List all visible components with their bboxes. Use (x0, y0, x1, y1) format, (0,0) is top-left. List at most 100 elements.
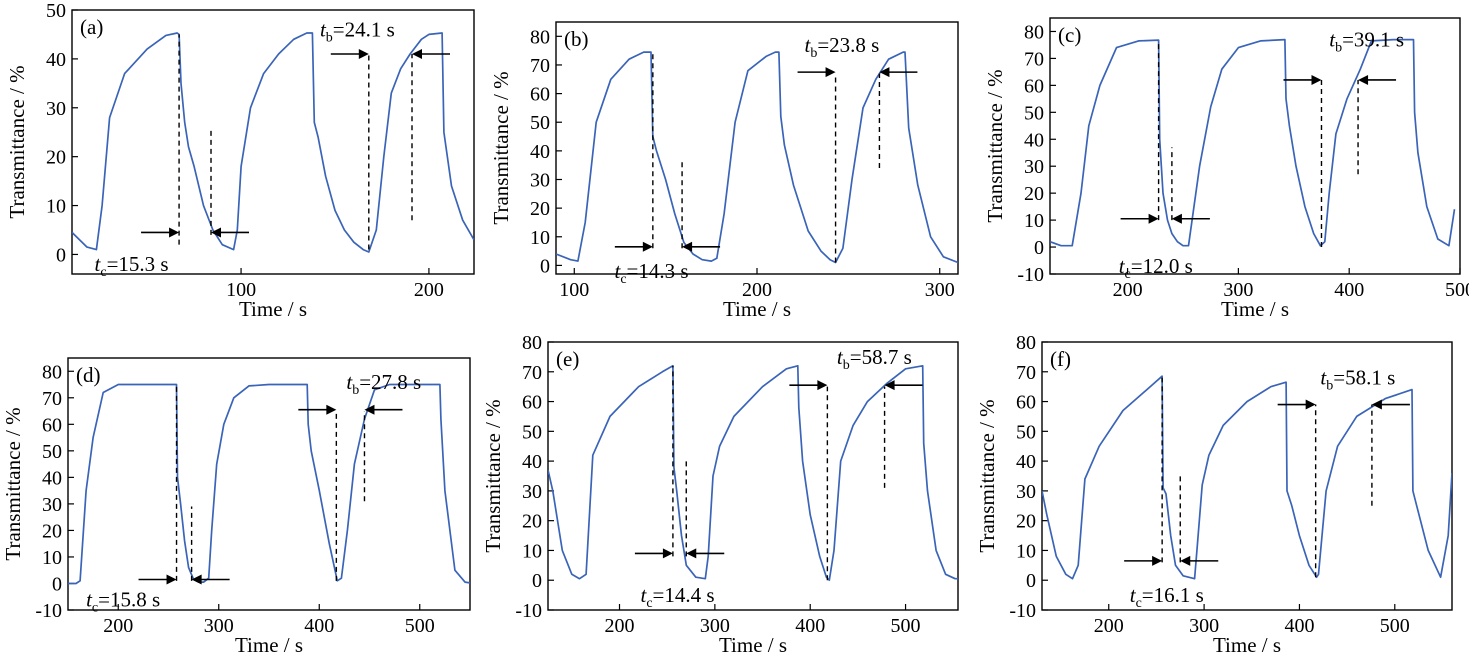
y-tick-label: 10 (1024, 210, 1044, 232)
x-axis-label: Time / s (235, 633, 303, 657)
y-tick-label: 60 (42, 414, 62, 436)
x-tick-label: 500 (1380, 615, 1410, 637)
arrow-right-icon (166, 574, 177, 585)
y-tick-label: 80 (1024, 21, 1044, 43)
y-axis-label: Transmittance / % (5, 65, 29, 218)
y-tick-label: 30 (1024, 156, 1044, 178)
y-axis-label: Transmittance / % (975, 399, 999, 552)
y-axis-label: Transmittance / % (1, 407, 25, 560)
panel-label: (a) (80, 15, 103, 39)
series-line (556, 51, 958, 264)
x-tick-label: 400 (795, 615, 825, 637)
y-tick-label: 10 (522, 540, 542, 562)
arrow-left-icon (1371, 399, 1382, 410)
panel-label: (b) (564, 27, 589, 51)
x-tick-label: 300 (1223, 279, 1253, 301)
panel-label: (c) (1058, 23, 1081, 47)
y-tick-label: 30 (1016, 481, 1036, 503)
arrow-left-icon (211, 227, 222, 238)
arrow-right-icon (642, 241, 653, 252)
tc-label: tc=12.0 s (1119, 254, 1193, 282)
x-tick-label: 200 (103, 615, 133, 637)
y-tick-label: 0 (1026, 570, 1036, 592)
x-tick-label: 400 (1284, 615, 1314, 637)
tb-label: tb=39.1 s (1329, 28, 1404, 56)
tc-label: tc=14.3 s (614, 259, 688, 287)
y-tick-label: 60 (1016, 392, 1036, 414)
y-tick-label: 50 (42, 441, 62, 463)
x-tick-label: 400 (1334, 279, 1364, 301)
y-tick-label: 60 (1024, 75, 1044, 97)
arrow-left-icon (682, 241, 693, 252)
x-axis-label: Time / s (723, 297, 791, 321)
y-axis-label: Transmittance / % (489, 71, 513, 224)
x-tick-label: 200 (742, 279, 772, 301)
y-tick-label: 70 (1016, 362, 1036, 384)
plot-area-frame (71, 9, 475, 275)
x-tick-label: 300 (700, 615, 730, 637)
y-tick-label: 10 (42, 547, 62, 569)
tc-annotation: tc=14.3 s (614, 53, 721, 287)
series-line (72, 32, 474, 253)
tb-label: tb=24.1 s (320, 18, 395, 46)
x-tick-label: 100 (559, 279, 589, 301)
x-axis-label: Time / s (239, 297, 307, 321)
plot-area-frame (547, 341, 959, 611)
tc-label: tc=14.4 s (640, 583, 714, 611)
y-tick-label: 20 (530, 198, 550, 220)
x-tick-label: 400 (304, 615, 334, 637)
y-tick-label: -10 (35, 600, 62, 622)
tc-label: tc=16.1 s (1130, 583, 1204, 611)
y-tick-label: 40 (1024, 129, 1044, 151)
x-axis-label: Time / s (1221, 297, 1289, 321)
series-line (68, 383, 470, 585)
panel-label: (f) (1050, 347, 1071, 371)
y-tick-label: 40 (1016, 451, 1036, 473)
y-tick-label: -10 (1009, 600, 1036, 622)
y-tick-label: 20 (1016, 511, 1036, 533)
y-tick-label: 70 (42, 388, 62, 410)
x-tick-label: 200 (605, 615, 635, 637)
arrow-right-icon (1152, 555, 1163, 566)
x-tick-label: 100 (226, 279, 256, 301)
arrow-right-icon (825, 67, 836, 78)
x-tick-label: 500 (405, 615, 435, 637)
tb-label: tb=27.8 s (346, 370, 421, 398)
x-tick-label: 200 (1094, 615, 1124, 637)
y-tick-label: 10 (46, 196, 66, 218)
tb-annotation: tb=58.1 s (1277, 366, 1410, 578)
y-tick-label: 50 (530, 112, 550, 134)
y-tick-label: 50 (46, 0, 66, 22)
x-axis-label: Time / s (719, 633, 787, 657)
arrow-left-icon (412, 49, 423, 59)
x-tick-label: 300 (1189, 615, 1219, 637)
arrow-right-icon (326, 404, 337, 415)
tb-label: tb=58.7 s (837, 345, 912, 373)
arrow-left-icon (686, 548, 697, 559)
y-tick-label: 80 (42, 361, 62, 383)
y-tick-label: 30 (530, 170, 550, 192)
panel-label: (e) (556, 347, 579, 371)
tb-annotation: tb=23.8 s (797, 33, 918, 263)
plot-area-frame (555, 21, 959, 275)
arrow-right-icon (817, 380, 828, 391)
y-tick-label: 70 (1024, 48, 1044, 70)
y-tick-label: 0 (532, 570, 542, 592)
x-tick-label: 500 (1445, 279, 1469, 301)
tc-label: tc=15.8 s (86, 587, 160, 615)
series-line (1042, 375, 1452, 580)
y-tick-label: 20 (46, 147, 66, 169)
chart-panel: 0 10 20 30 40 50 100 200 Time / s Transmittance /… (5, 0, 475, 321)
series-line (548, 364, 958, 582)
arrow-right-icon (1305, 399, 1316, 410)
y-tick-label: 60 (530, 84, 550, 106)
y-tick-label: 10 (1016, 540, 1036, 562)
tc-annotation: tc=12.0 s (1119, 42, 1210, 282)
y-tick-label: 80 (530, 26, 550, 48)
arrow-left-icon (1358, 74, 1369, 85)
y-tick-label: -10 (1017, 264, 1044, 286)
arrow-left-icon (364, 404, 375, 415)
tc-annotation: tc=15.8 s (86, 384, 230, 615)
arrow-left-icon (884, 380, 895, 391)
arrow-right-icon (358, 49, 369, 59)
